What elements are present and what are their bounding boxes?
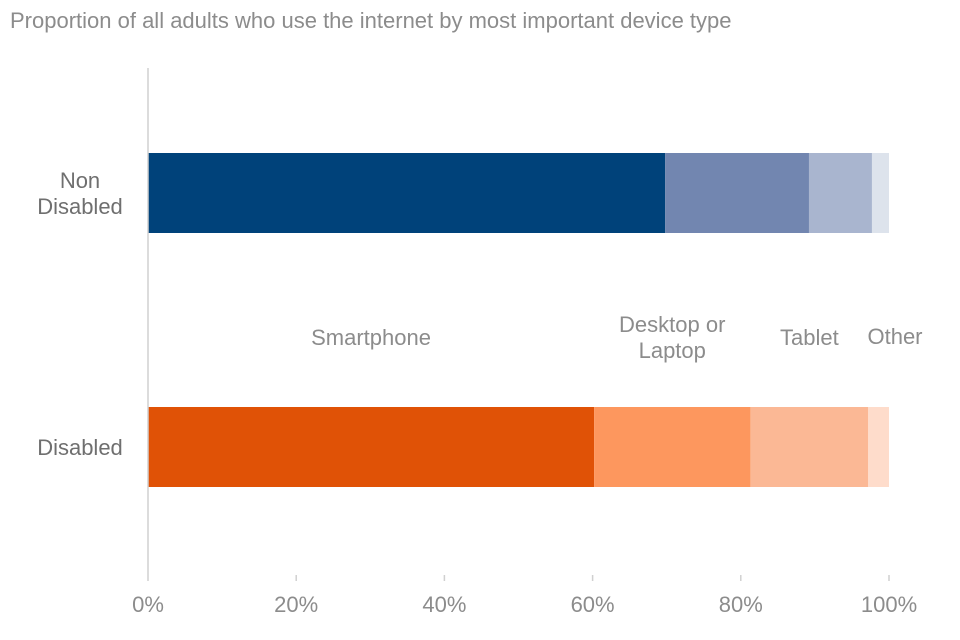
segment-label-line: Tablet	[780, 325, 839, 350]
segment-label-2: Tablet	[780, 325, 839, 350]
x-tick-label: 0%	[132, 592, 164, 617]
x-tick-label: 40%	[422, 592, 466, 617]
x-tick-label: 60%	[571, 592, 615, 617]
segment-label-line: Smartphone	[311, 325, 431, 350]
x-tick-label: 80%	[719, 592, 763, 617]
category-label-line: Disabled	[37, 435, 123, 460]
segment-label-3: Other	[867, 324, 922, 349]
bar-segment-0-2	[808, 153, 872, 233]
segment-label-line: Desktop or	[619, 312, 725, 337]
segment-labels-group: Smartphone Desktop or Laptop Tablet Other	[311, 312, 922, 363]
chart-title: Proportion of all adults who use the int…	[10, 8, 732, 33]
bar-segment-0-1	[665, 153, 809, 233]
bar-segment-1-3	[868, 407, 889, 487]
bar-segment-0-0	[148, 153, 666, 233]
category-label-line: Non	[60, 168, 100, 193]
category-label-1: Disabled	[37, 435, 123, 460]
x-axis-ticks-group: 0% 20% 40% 60% 80% 100%	[132, 575, 917, 617]
segment-label-line: Other	[867, 324, 922, 349]
bar-segment-1-1	[594, 407, 751, 487]
segment-label-line: Laptop	[639, 338, 706, 363]
bar-segment-1-0	[148, 407, 595, 487]
bar-segment-1-2	[750, 407, 869, 487]
x-tick-label: 20%	[274, 592, 318, 617]
category-label-line: Disabled	[37, 194, 123, 219]
segment-label-1: Desktop or Laptop	[619, 312, 725, 363]
bars-group	[148, 153, 889, 487]
category-label-0: Non Disabled	[37, 168, 123, 219]
segment-label-0: Smartphone	[311, 325, 431, 350]
bar-segment-0-3	[871, 153, 889, 233]
x-tick-label: 100%	[861, 592, 917, 617]
